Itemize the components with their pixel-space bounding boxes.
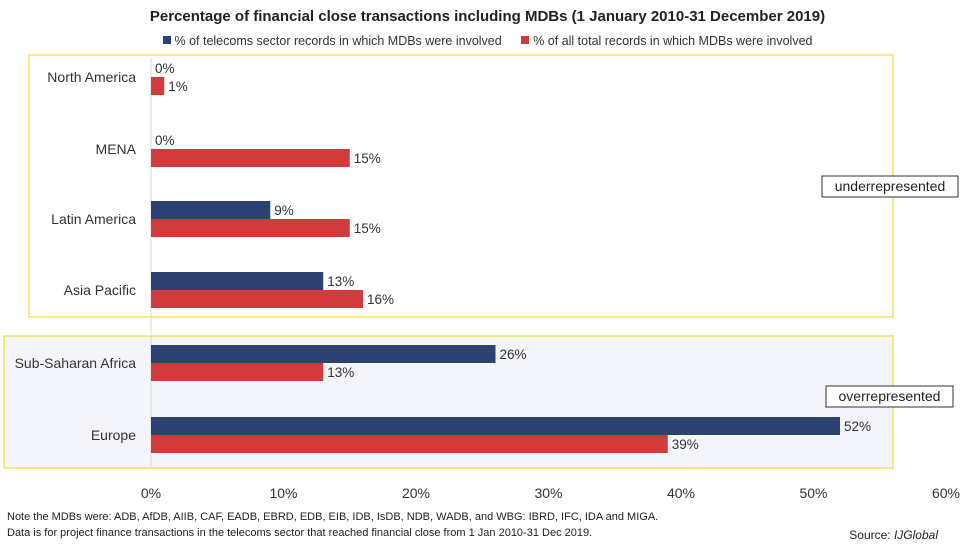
- data-label-sub-saharan-africa-s1: 26%: [500, 347, 527, 362]
- note-data-scope: Data is for project finance transactions…: [7, 527, 593, 539]
- bar-latin-america-s1: [151, 201, 271, 219]
- data-label-europe-s2: 39%: [672, 437, 699, 452]
- legend-swatch-all-records: [521, 36, 530, 44]
- data-label-asia-pacific-s1: 13%: [327, 274, 354, 289]
- category-label-mena: MENA: [96, 141, 137, 157]
- x-tick-label-20: 20%: [402, 485, 430, 501]
- data-label-sub-saharan-africa-s2: 13%: [327, 365, 354, 380]
- x-tick-label-40: 40%: [667, 485, 695, 501]
- legend-label-telecoms: % of telecoms sector records in which MD…: [174, 34, 502, 48]
- category-label-asia-pacific: Asia Pacific: [64, 282, 136, 298]
- x-tick-label-10: 10%: [269, 485, 297, 501]
- category-label-europe: Europe: [91, 427, 136, 443]
- data-label-mena-s2: 15%: [354, 151, 381, 166]
- data-label-mena-s1: 0%: [155, 133, 175, 148]
- x-tick-label-50: 50%: [799, 485, 827, 501]
- bar-latin-america-s2: [151, 219, 350, 237]
- source-name: IJGlobal: [893, 528, 938, 542]
- x-tick-label-30: 30%: [534, 485, 562, 501]
- bar-europe-s2: [151, 435, 668, 453]
- source-note: Source: IJGlobal: [849, 528, 938, 542]
- data-label-latin-america-s2: 15%: [354, 221, 381, 236]
- group-label-underrepresented: underrepresented: [835, 178, 946, 194]
- bar-sub-saharan-africa-s1: [151, 345, 496, 363]
- note-mdb-list: Note the MDBs were: ADB, AfDB, AIIB, CAF…: [7, 511, 659, 523]
- bar-mena-s2: [151, 149, 350, 167]
- group-label-box-overrepresented: [825, 385, 954, 408]
- x-tick-label-60: 60%: [932, 485, 960, 501]
- data-label-europe-s1: 52%: [844, 419, 871, 434]
- legend-item-telecoms: % of telecoms sector records in which MD…: [162, 34, 502, 48]
- bar-asia-pacific-s2: [151, 290, 363, 308]
- bar-north-america-s2: [151, 77, 165, 95]
- group-label-box-underrepresented: [821, 175, 959, 198]
- category-label-latin-america: Latin America: [51, 211, 136, 227]
- chart-title: Percentage of financial close transactio…: [149, 8, 826, 25]
- legend: % of telecoms sector records in which MD…: [0, 34, 975, 48]
- bar-sub-saharan-africa-s2: [151, 363, 324, 381]
- bar-europe-s1: [151, 417, 840, 435]
- data-label-asia-pacific-s2: 16%: [367, 292, 394, 307]
- legend-item-all-records: % of all total records in which MDBs wer…: [521, 34, 812, 48]
- source-prefix: Source:: [849, 528, 894, 542]
- legend-swatch-telecoms: [162, 36, 171, 44]
- bar-asia-pacific-s1: [151, 272, 324, 290]
- category-label-north-america: North America: [47, 69, 136, 85]
- group-label-overrepresented: overrepresented: [839, 388, 941, 404]
- x-tick-label-0: 0%: [141, 485, 161, 501]
- data-label-north-america-s1: 0%: [155, 61, 175, 76]
- data-label-latin-america-s1: 9%: [274, 203, 294, 218]
- legend-label-all-records: % of all total records in which MDBs wer…: [533, 34, 813, 48]
- data-label-north-america-s2: 1%: [168, 79, 188, 94]
- category-label-sub-saharan-africa: Sub-Saharan Africa: [15, 355, 137, 371]
